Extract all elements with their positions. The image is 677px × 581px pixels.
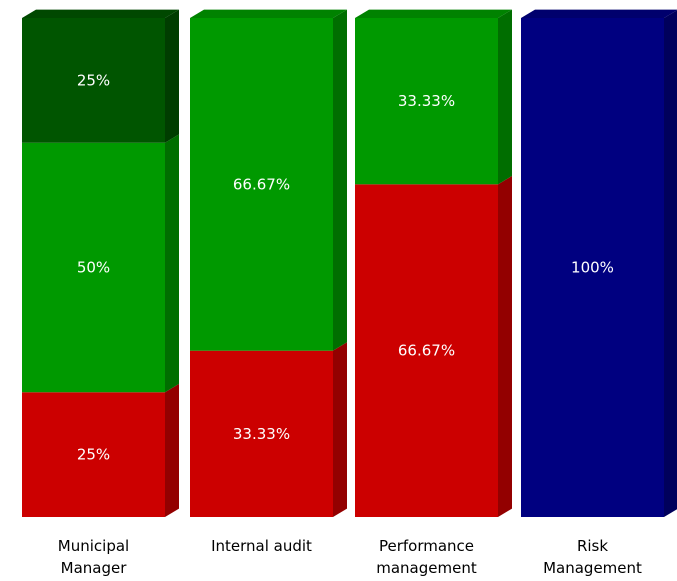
- bar-segment-side: [333, 342, 347, 517]
- segment-value-label: 66.67%: [398, 342, 455, 360]
- bar-segment-side: [165, 9, 179, 143]
- bar-segment: [190, 350, 333, 517]
- category-label: Risk: [577, 537, 608, 555]
- segment-value-label: 66.67%: [233, 175, 290, 193]
- bar-segment-top: [521, 9, 677, 18]
- bar-segment: [521, 18, 664, 517]
- bar-group: 25% 50% 25%: [22, 9, 179, 517]
- bar-segment: [190, 18, 333, 351]
- bar-segment: [22, 18, 165, 143]
- bar-segment-top: [22, 9, 179, 18]
- bar-segment: [22, 392, 165, 517]
- segment-value-label: 100%: [571, 259, 614, 277]
- bars-layer: 25% 50% 25% 33.33% 66.67% 66.67% 33.33% 100%: [22, 9, 677, 518]
- segment-value-label: 33.33%: [233, 425, 290, 443]
- category-label: Performance: [379, 537, 474, 555]
- bar-segment-side: [165, 134, 179, 393]
- bar-segment-side: [664, 10, 677, 517]
- category-label: management: [376, 559, 477, 577]
- bar-group: 100%: [521, 9, 677, 517]
- category-label: Manager: [61, 559, 128, 577]
- bar-segment-side: [498, 9, 512, 185]
- bar-segment-side: [498, 175, 512, 518]
- bar-segment: [22, 142, 165, 393]
- category-labels-layer: Municipal Manager Internal audit Performanc…: [58, 537, 642, 577]
- segment-value-label: 25%: [77, 446, 110, 464]
- bar-segment-side: [165, 383, 179, 517]
- category-label: Internal audit: [211, 537, 312, 555]
- segment-value-label: 50%: [77, 259, 110, 277]
- category-label: Municipal: [58, 537, 129, 555]
- bar-segment: [355, 18, 498, 185]
- bar-segment: [355, 184, 498, 517]
- segment-value-label: 33.33%: [398, 92, 455, 110]
- category-label: Management: [543, 559, 642, 577]
- bar-segment-side: [333, 9, 347, 351]
- bar-group: 66.67% 33.33%: [355, 9, 512, 518]
- bar-segment-top: [190, 9, 347, 18]
- segment-value-label: 25%: [77, 71, 110, 89]
- bar-group: 33.33% 66.67%: [190, 9, 347, 517]
- bar-segment-top: [355, 9, 512, 18]
